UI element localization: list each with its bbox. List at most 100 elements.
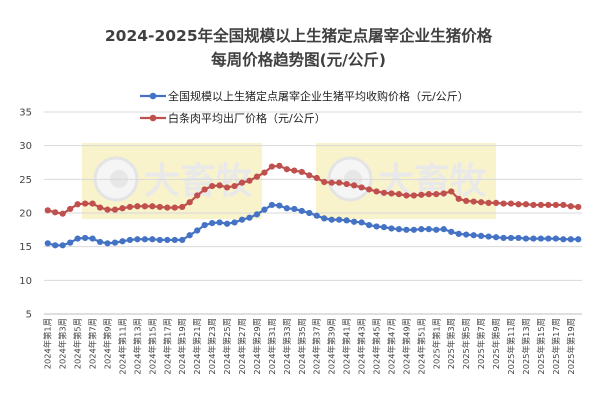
data-point [104, 240, 111, 247]
x-tick-label: 2024年第45周 [372, 318, 382, 375]
x-tick-label: 2024年第1周 [43, 318, 53, 369]
x-tick-label: 2024年第43周 [357, 318, 367, 375]
data-point [238, 216, 246, 223]
data-point [194, 192, 201, 199]
x-tick-label: 2025年第3周 [446, 318, 456, 369]
data-point [67, 239, 74, 246]
data-point [455, 195, 462, 202]
data-point [201, 222, 208, 229]
data-point [336, 216, 343, 223]
data-point [276, 202, 283, 209]
x-tick-label: 2024年第15周 [147, 318, 157, 375]
data-point [44, 240, 51, 247]
y-tick-label: 25 [19, 175, 32, 186]
data-point [365, 186, 373, 193]
data-point [350, 182, 358, 189]
chart-legend: 全国规模以上生猪定点屠宰企业生猪平均收购价格（元/公斤） 白条肉平均出厂价格（元/… [140, 89, 469, 125]
data-point [313, 174, 320, 182]
chart-title-line-1: 2024-2025年全国规模以上生猪定点屠宰企业生猪价格 [104, 27, 493, 45]
data-point [500, 234, 507, 242]
series-2 [44, 162, 582, 217]
watermark-text: 大畜牧 [378, 161, 487, 202]
data-point [575, 236, 582, 243]
x-tick-label: 2024年第9周 [103, 318, 113, 369]
data-point [343, 217, 350, 224]
data-point [470, 232, 477, 239]
series-1 [44, 201, 582, 249]
data-point [365, 222, 373, 229]
data-point [141, 236, 148, 243]
x-tick-label: 2024年第7周 [88, 318, 98, 369]
data-point [253, 173, 261, 180]
data-point [231, 182, 238, 190]
data-point [343, 180, 350, 188]
data-point [403, 226, 410, 233]
y-axis: 5 10 15 20 25 30 35 [19, 108, 32, 321]
data-point [201, 186, 208, 193]
data-point [380, 224, 388, 231]
x-tick-label: 2024年第49周 [401, 318, 411, 375]
data-point [522, 235, 530, 242]
data-point [485, 233, 492, 240]
data-point [126, 236, 134, 244]
data-point [156, 236, 163, 244]
data-point [261, 206, 268, 213]
data-point [276, 162, 283, 169]
data-point [298, 207, 305, 215]
data-point [388, 225, 395, 232]
data-point [440, 226, 447, 233]
y-tick-label: 20 [19, 209, 32, 220]
data-point [321, 215, 328, 222]
data-point [96, 238, 104, 246]
data-point [283, 166, 290, 173]
data-point [328, 216, 335, 223]
x-tick-label: 2024年第41周 [342, 318, 352, 375]
data-point [59, 210, 66, 217]
data-point [119, 205, 126, 212]
y-tick-label: 30 [19, 141, 32, 152]
watermark-2: 大畜牧 [316, 143, 496, 219]
x-tick-label: 2024年第47周 [386, 318, 396, 375]
data-point [567, 203, 574, 210]
data-point [141, 203, 148, 210]
data-point [67, 205, 74, 213]
data-point [209, 182, 216, 190]
x-tick-label: 2025年第13周 [521, 318, 531, 375]
legend-marker [149, 92, 157, 100]
x-tick-label: 2024年第37周 [312, 318, 322, 375]
data-point [478, 232, 485, 239]
data-point [194, 227, 201, 234]
data-point [373, 223, 380, 230]
data-point [448, 188, 455, 195]
x-tick-label: 2024年第25周 [222, 318, 232, 375]
data-point [336, 179, 343, 186]
data-point [492, 234, 500, 241]
data-point [149, 203, 156, 210]
data-point [246, 177, 253, 184]
data-point [149, 236, 156, 243]
data-point [81, 200, 89, 207]
data-point [171, 204, 178, 211]
data-point [223, 184, 231, 191]
data-point [507, 234, 515, 242]
x-tick-label: 2024年第13周 [132, 318, 142, 375]
data-point [403, 192, 410, 199]
x-tick-label: 2025年第7周 [476, 318, 486, 369]
data-point [410, 226, 417, 233]
data-point [44, 207, 51, 214]
data-point [89, 235, 96, 242]
data-point [515, 234, 522, 242]
data-point [306, 172, 313, 179]
data-point [463, 197, 470, 204]
x-tick-label: 2024年第23周 [207, 318, 217, 375]
data-point [74, 201, 81, 208]
data-point [507, 200, 515, 207]
x-tick-label: 2024年第31周 [267, 318, 277, 375]
x-tick-label: 2025年第11周 [506, 318, 516, 375]
x-tick-label: 2024年第33周 [282, 318, 292, 375]
data-point [500, 200, 507, 207]
x-tick-label: 2024年第19周 [177, 318, 187, 375]
data-point [373, 188, 380, 195]
data-point [223, 220, 231, 227]
